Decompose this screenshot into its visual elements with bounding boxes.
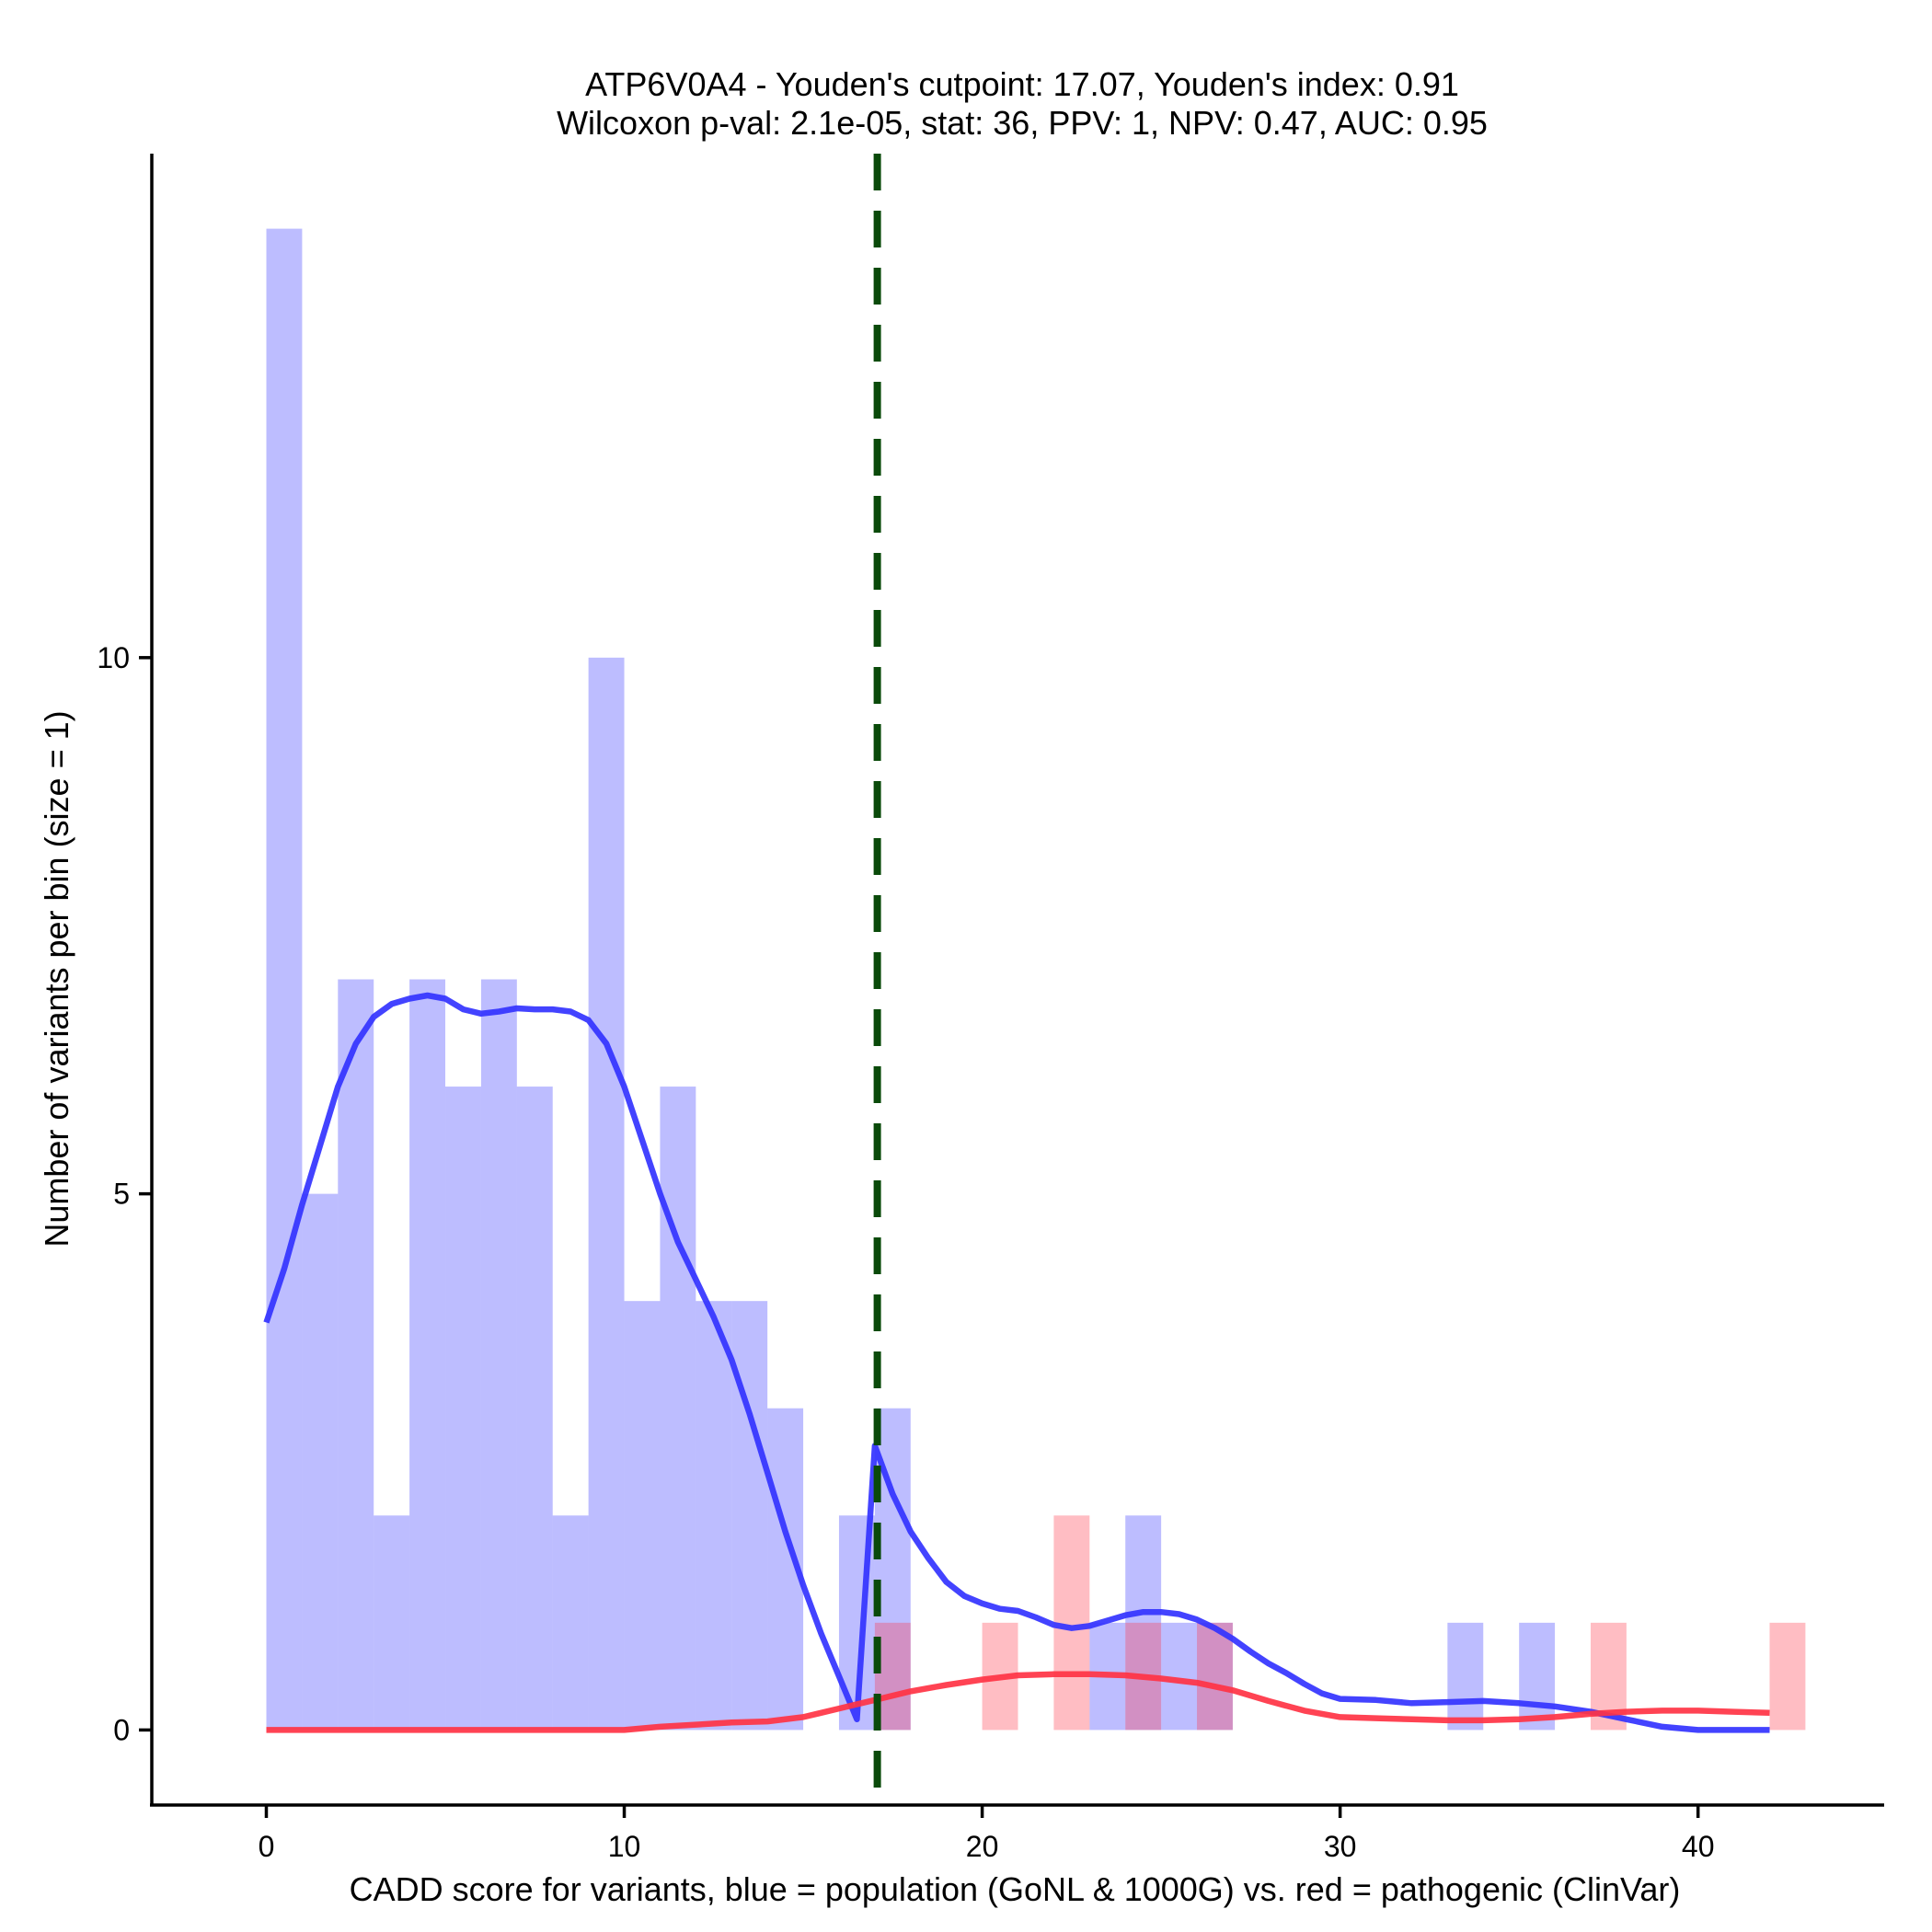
population-bar [409,979,446,1731]
plot-area [263,154,1806,1805]
y-tick-label: 5 [113,1178,130,1211]
population-bar [1197,1622,1233,1731]
x-tick-label: 0 [259,1830,275,1863]
x-tick-label: 30 [1324,1830,1357,1863]
population-bar [338,979,374,1731]
population-bar [266,228,303,1731]
y-tick-label: 0 [113,1713,130,1746]
pathogenic-density-line [266,1671,1770,1733]
population-bar [696,1301,732,1731]
y-tick-label: 10 [97,641,130,674]
y-axis-label: Number of variants per bin (size = 1) [38,710,75,1247]
population-bar [1519,1622,1556,1731]
population-bar [552,1515,589,1731]
pathogenic-bar [1053,1515,1090,1731]
x-tick-label: 10 [608,1830,641,1863]
population-bar [1447,1622,1484,1731]
x-axis-label: CADD score for variants, blue = populati… [350,1870,1681,1908]
chart-title-line-1: ATP6V0A4 - Youden's cutpoint: 17.07, You… [585,65,1459,103]
population-bar [374,1515,410,1731]
x-tick-label: 40 [1682,1830,1715,1863]
population-bar [660,1087,696,1731]
pathogenic-bar [1769,1622,1806,1731]
chart-title-line-2: Wilcoxon p-val: 2.1e-05, stat: 36, PPV: … [557,104,1488,142]
population-bar [1125,1515,1162,1731]
x-axis-ticks: 0 10 20 30 40 [259,1805,1715,1863]
population-bar [480,979,517,1731]
population-bar [302,1193,339,1731]
population-density-line [263,992,1770,1733]
y-axis-ticks: 0 5 10 [97,641,152,1746]
population-bar [588,657,625,1731]
population-bar [516,1087,553,1731]
axes: 0 10 20 30 40 0 5 10 [97,154,1884,1863]
population-bar [624,1301,661,1731]
pathogenic-bar [1197,1622,1233,1731]
population-bar [731,1301,768,1731]
population-bars [266,228,1556,1731]
x-tick-label: 20 [966,1830,999,1863]
population-bar [445,1087,481,1731]
